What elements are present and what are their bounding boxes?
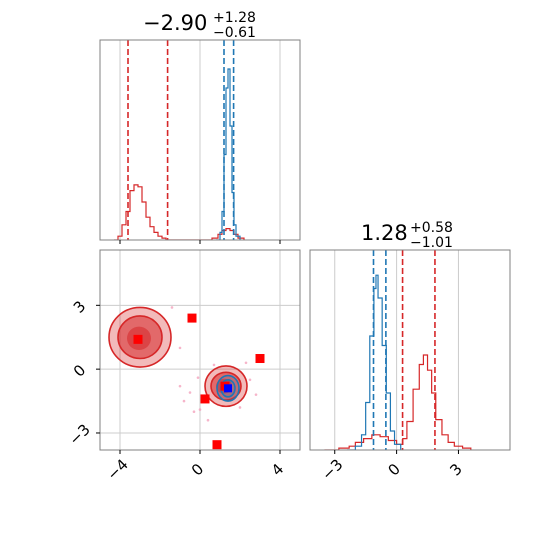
y-tick-label: −3 [65, 420, 93, 448]
x-tick-label: −4 [103, 455, 131, 483]
hist-2-plot [324, 250, 472, 450]
y-tick-label: 0 [70, 361, 89, 380]
red-square-marker [200, 394, 210, 404]
hist-2-red-series [324, 354, 472, 450]
title-param-1: −2.90 +1.28 −0.61 [143, 10, 256, 41]
hist-2-frame [309, 249, 511, 451]
scatter-point [178, 346, 182, 350]
x-tick-label: 3 [446, 460, 465, 479]
x-tick-label: 0 [188, 460, 207, 479]
hist-1-grid [119, 40, 281, 240]
title-1-value: −2.90 [143, 11, 207, 35]
y-tick-label: 3 [70, 297, 89, 316]
title-param-2: 1.28 +0.58 −1.01 [361, 220, 453, 251]
scatter-point [238, 406, 242, 409]
red-square-marker [187, 313, 197, 323]
x-tick-label: 4 [268, 460, 287, 479]
red-square-marker [212, 440, 222, 450]
title-1-upper-error: +1.28 [213, 10, 256, 26]
scatter-point [254, 393, 258, 396]
title-2-value: 1.28 [361, 221, 408, 245]
scatter-point [206, 418, 210, 422]
hist-1-blue-series [216, 68, 241, 240]
scatter-point [196, 376, 200, 379]
blue-square-marker [224, 384, 232, 393]
scatter-point [188, 391, 192, 394]
x-tick-label: −3 [318, 455, 346, 483]
scatter-point [178, 384, 182, 388]
scatter-point [182, 399, 186, 403]
joint-plot [108, 306, 265, 450]
hist-1-red-series [114, 184, 245, 240]
hist-2-grid [334, 250, 459, 450]
scatter-point [170, 306, 174, 309]
scatter-point [198, 408, 202, 411]
title-1-lower-error: −0.61 [213, 25, 256, 41]
hist-1-plot [114, 40, 245, 240]
scatter-point [248, 378, 252, 382]
red-square-marker [133, 334, 143, 344]
scatter-point [212, 363, 216, 367]
joint-grid [100, 250, 300, 450]
scatter-point [244, 361, 248, 365]
title-2-upper-error: +0.58 [410, 220, 453, 236]
x-tick-label: 0 [385, 460, 404, 479]
title-2-lower-error: −1.01 [410, 235, 453, 251]
red-square-marker [255, 354, 265, 364]
hist-2-blue-series [347, 274, 402, 450]
scatter-point [192, 410, 196, 414]
